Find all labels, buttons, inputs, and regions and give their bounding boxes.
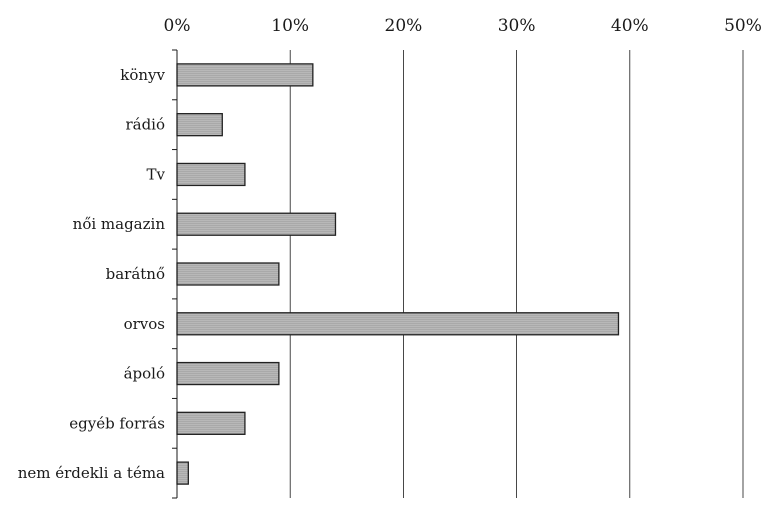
x-tick-label: 40% xyxy=(611,16,649,36)
category-label: könyv xyxy=(120,66,165,84)
gridlines xyxy=(289,50,744,498)
category-label: ápoló xyxy=(124,365,165,383)
bars xyxy=(176,63,620,485)
bar xyxy=(176,212,337,236)
bar xyxy=(176,312,620,336)
y-axis-ticks xyxy=(172,49,177,499)
category-label: nem érdekli a téma xyxy=(18,464,165,482)
bar xyxy=(176,162,246,187)
bar xyxy=(176,461,189,485)
category-label: női magazin xyxy=(73,215,166,233)
category-labels: könyv rádió Tv női magazin barátnő orvos ápoló… xyxy=(18,66,166,482)
x-tick-label: 10% xyxy=(271,16,309,36)
bar xyxy=(176,411,246,435)
bar xyxy=(176,361,280,386)
category-label: rádió xyxy=(125,116,165,134)
category-label: egyéb forrás xyxy=(69,414,165,432)
x-tick-label: 0% xyxy=(164,16,191,36)
category-label: Tv xyxy=(147,165,166,183)
category-label: barátnő xyxy=(106,265,165,283)
bar xyxy=(176,262,280,286)
x-tick-label: 20% xyxy=(385,16,423,36)
x-tick-label: 50% xyxy=(724,16,762,36)
x-tick-label: 30% xyxy=(498,16,536,36)
bar xyxy=(176,63,314,87)
x-axis-ticks: 0% 10% 20% 30% 40% 50% xyxy=(164,16,762,36)
category-label: orvos xyxy=(124,315,165,333)
bar xyxy=(176,113,223,137)
